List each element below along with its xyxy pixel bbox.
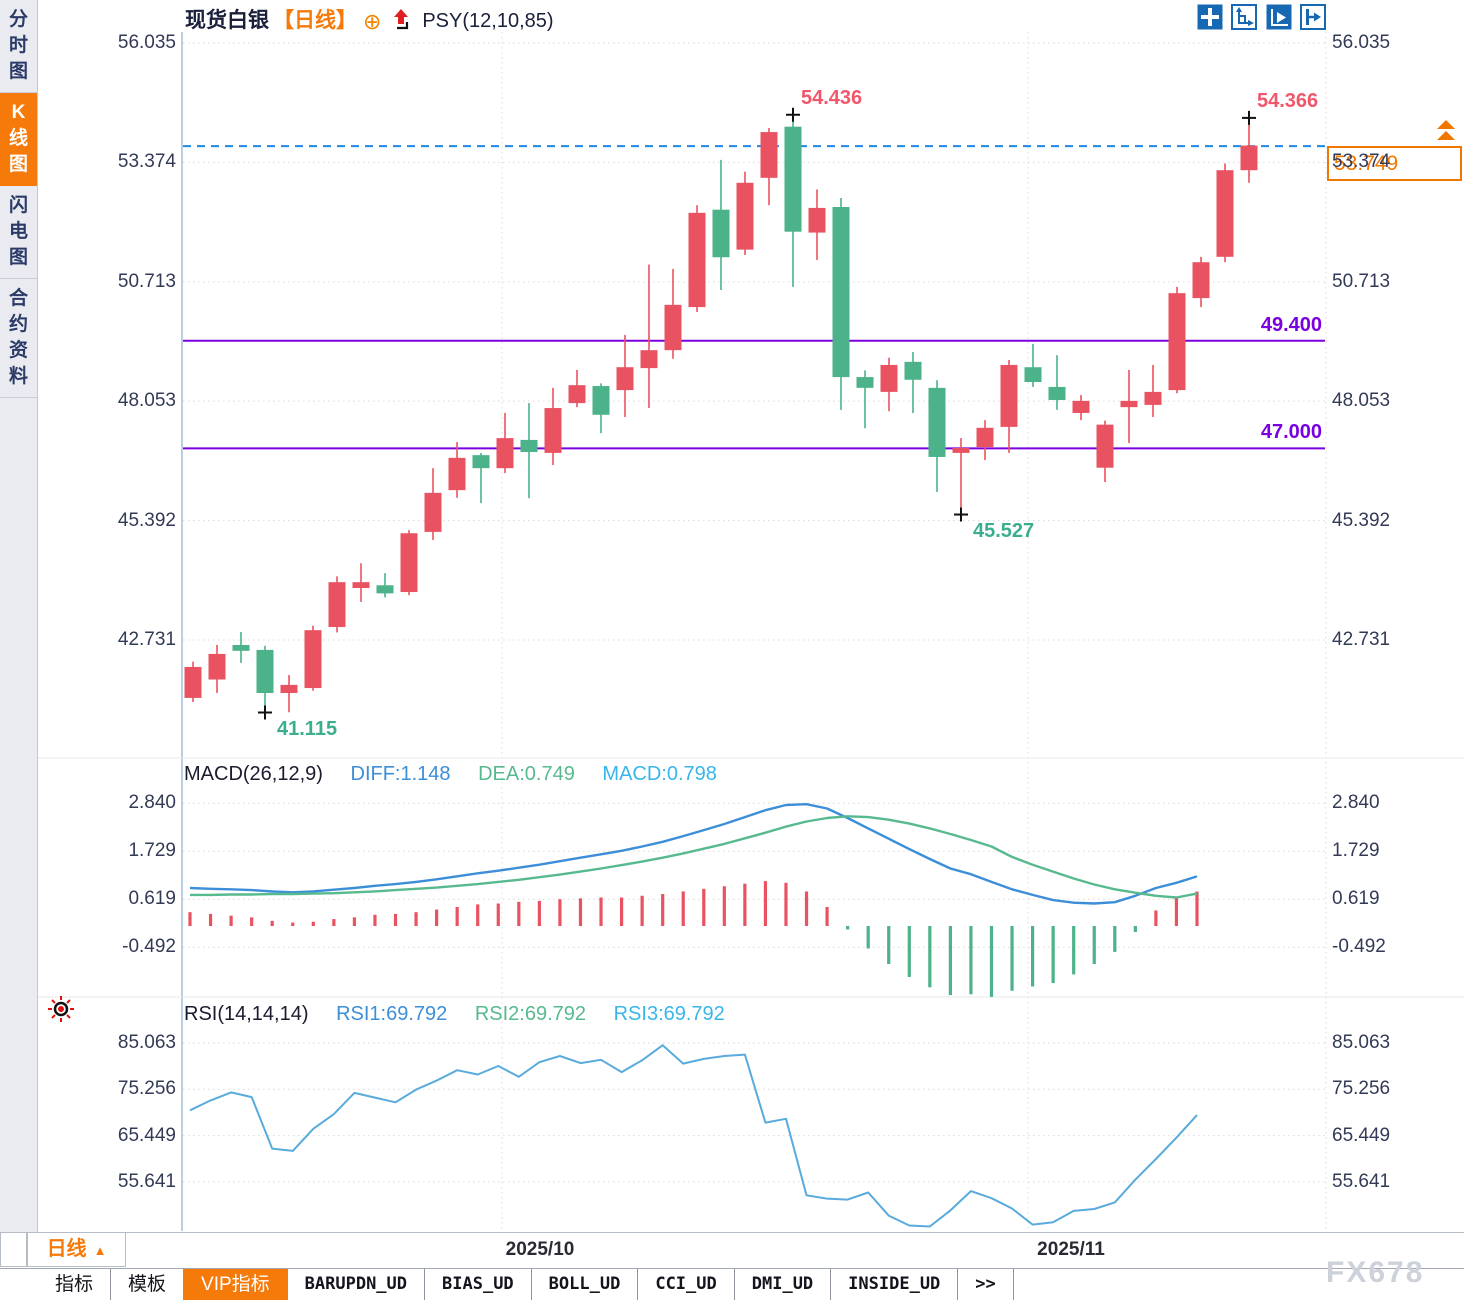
psy-up-arrow-icon xyxy=(393,9,408,30)
bottom-tab-BARUPDN_UD[interactable]: BARUPDN_UD xyxy=(288,1269,426,1300)
rsi-axis-label: 75.256 xyxy=(1332,1078,1391,1100)
period-selector-label: 日线 xyxy=(46,1238,87,1260)
price-up-arrow-icon xyxy=(1437,131,1455,140)
bottom-tab-CCI_UD[interactable]: CCI_UD xyxy=(638,1269,735,1300)
bottom-tab-INSIDE_UD[interactable]: INSIDE_UD xyxy=(831,1269,959,1300)
rsi-axis-label: 65.449 xyxy=(1332,1124,1391,1146)
corner-box xyxy=(0,1232,27,1267)
xaxis-strip: 2025/10 2025/11 xyxy=(0,1232,1464,1268)
rsi-axis-label: 85.063 xyxy=(1332,1032,1391,1053)
price-axis-label: 48.053 xyxy=(117,390,176,412)
extreme-price-annotation: 41.115 xyxy=(277,717,338,740)
support-line-label: 49.400 xyxy=(1260,313,1322,336)
period-selector-arrow-icon: ▲ xyxy=(93,1243,107,1258)
move-icon[interactable] xyxy=(1197,4,1223,30)
period-selector-button[interactable]: 日线 ▲ xyxy=(27,1232,126,1267)
rsi-pane-header: RSI(14,14,14) RSI1:69.792 RSI2:69.792 RS… xyxy=(184,1003,725,1026)
chart-header: 现货白银 【日线】 ⊕ PSY(12,10,85) xyxy=(185,4,554,34)
indicator-tab-bar: 指标 模板 VIP指标 BARUPDN_UD BIAS_UD BOLL_UD CCI_UD D… xyxy=(0,1268,1464,1300)
price-axis-label: 56.035 xyxy=(1332,32,1391,53)
macd-title: MACD(26,12,9) xyxy=(184,763,323,785)
rsi-axis-label: 65.449 xyxy=(117,1124,176,1146)
macd-diff-value: DIFF:1.148 xyxy=(350,763,451,785)
toolbar xyxy=(1197,4,1330,30)
extreme-price-annotation: 54.366 xyxy=(1257,89,1319,112)
macd-axis-label: 2.840 xyxy=(1332,792,1380,814)
bottom-tab-指标[interactable]: 指标 xyxy=(38,1269,112,1300)
price-axis-label: 53.374 xyxy=(1332,151,1391,173)
bottom-tab-VIP指标[interactable]: VIP指标 xyxy=(184,1269,288,1300)
period-tag: 【日线】 xyxy=(273,9,357,32)
price-axis-label: 56.035 xyxy=(117,32,176,53)
macd-axis-label: 1.729 xyxy=(1332,840,1380,862)
macd-axis-label: 0.619 xyxy=(128,888,176,910)
bottom-tab->>[interactable]: >> xyxy=(958,1269,1014,1300)
price-axis-label: 53.374 xyxy=(117,151,176,173)
rsi1-value: RSI1:69.792 xyxy=(336,1003,448,1025)
price-axis-label: 42.731 xyxy=(1332,628,1391,650)
axes-range-icon[interactable] xyxy=(1231,4,1258,30)
price-up-arrow-icon xyxy=(1437,120,1455,129)
target-icon[interactable]: ⊕ xyxy=(363,9,382,34)
date-label-oct: 2025/10 xyxy=(505,1239,575,1260)
rsi2-value: RSI2:69.792 xyxy=(474,1003,587,1025)
date-label-nov: 2025/11 xyxy=(1037,1239,1105,1260)
price-axis-label: 50.713 xyxy=(117,270,176,292)
rsi-title: RSI(14,14,14) xyxy=(184,1003,309,1025)
macd-axis-label: -0.492 xyxy=(122,936,176,958)
bottom-tab-DMI_UD[interactable]: DMI_UD xyxy=(735,1269,832,1300)
extreme-price-annotation: 45.527 xyxy=(973,519,1035,542)
macd-axis-label: 0.619 xyxy=(1332,888,1380,910)
sidebar-tab-合约资料[interactable]: 合约资料 xyxy=(0,279,37,398)
bottom-tab-模板[interactable]: 模板 xyxy=(111,1269,185,1300)
support-line-label: 47.000 xyxy=(1260,421,1322,444)
macd-axis-label: 2.840 xyxy=(128,792,176,814)
rsi-axis-label: 75.256 xyxy=(117,1078,176,1100)
macd-macd-value: MACD:0.798 xyxy=(602,763,717,785)
alert-sun-icon[interactable] xyxy=(48,996,74,1022)
price-axis-label: 45.392 xyxy=(1332,509,1391,531)
watermark: FX678 xyxy=(1326,1256,1425,1289)
collapse-right-icon[interactable] xyxy=(1300,4,1327,30)
rsi-axis-label: 85.063 xyxy=(117,1032,176,1053)
indicator-label: PSY(12,10,85) xyxy=(422,10,554,32)
symbol-title: 现货白银 xyxy=(185,9,269,32)
macd-pane-header: MACD(26,12,9) DIFF:1.148 DEA:0.749 MACD:… xyxy=(184,763,717,786)
price-axis-label: 48.053 xyxy=(1332,390,1391,412)
sidebar-tab-分时图[interactable]: 分时图 xyxy=(0,0,37,93)
current-price-tag: 53.749 xyxy=(1327,146,1462,181)
bottom-tab-BIAS_UD[interactable]: BIAS_UD xyxy=(425,1269,532,1300)
macd-dea-value: DEA:0.749 xyxy=(478,763,575,785)
rsi3-value: RSI3:69.792 xyxy=(613,1003,725,1025)
price-axis-label: 42.731 xyxy=(117,628,176,650)
macd-axis-label: 1.729 xyxy=(128,840,176,862)
price-axis-label: 45.392 xyxy=(117,509,176,531)
rsi-axis-label: 55.641 xyxy=(1332,1170,1391,1192)
axes-play-icon[interactable] xyxy=(1266,4,1292,30)
rsi-axis-label: 55.641 xyxy=(117,1170,176,1192)
extreme-price-annotation: 54.436 xyxy=(801,86,863,109)
bottom-tab-BOLL_UD[interactable]: BOLL_UD xyxy=(532,1269,639,1300)
macd-axis-label: -0.492 xyxy=(1332,936,1386,958)
sidebar-tab-闪电图[interactable]: 闪电图 xyxy=(0,186,37,279)
price-axis-label: 50.713 xyxy=(1332,270,1391,292)
